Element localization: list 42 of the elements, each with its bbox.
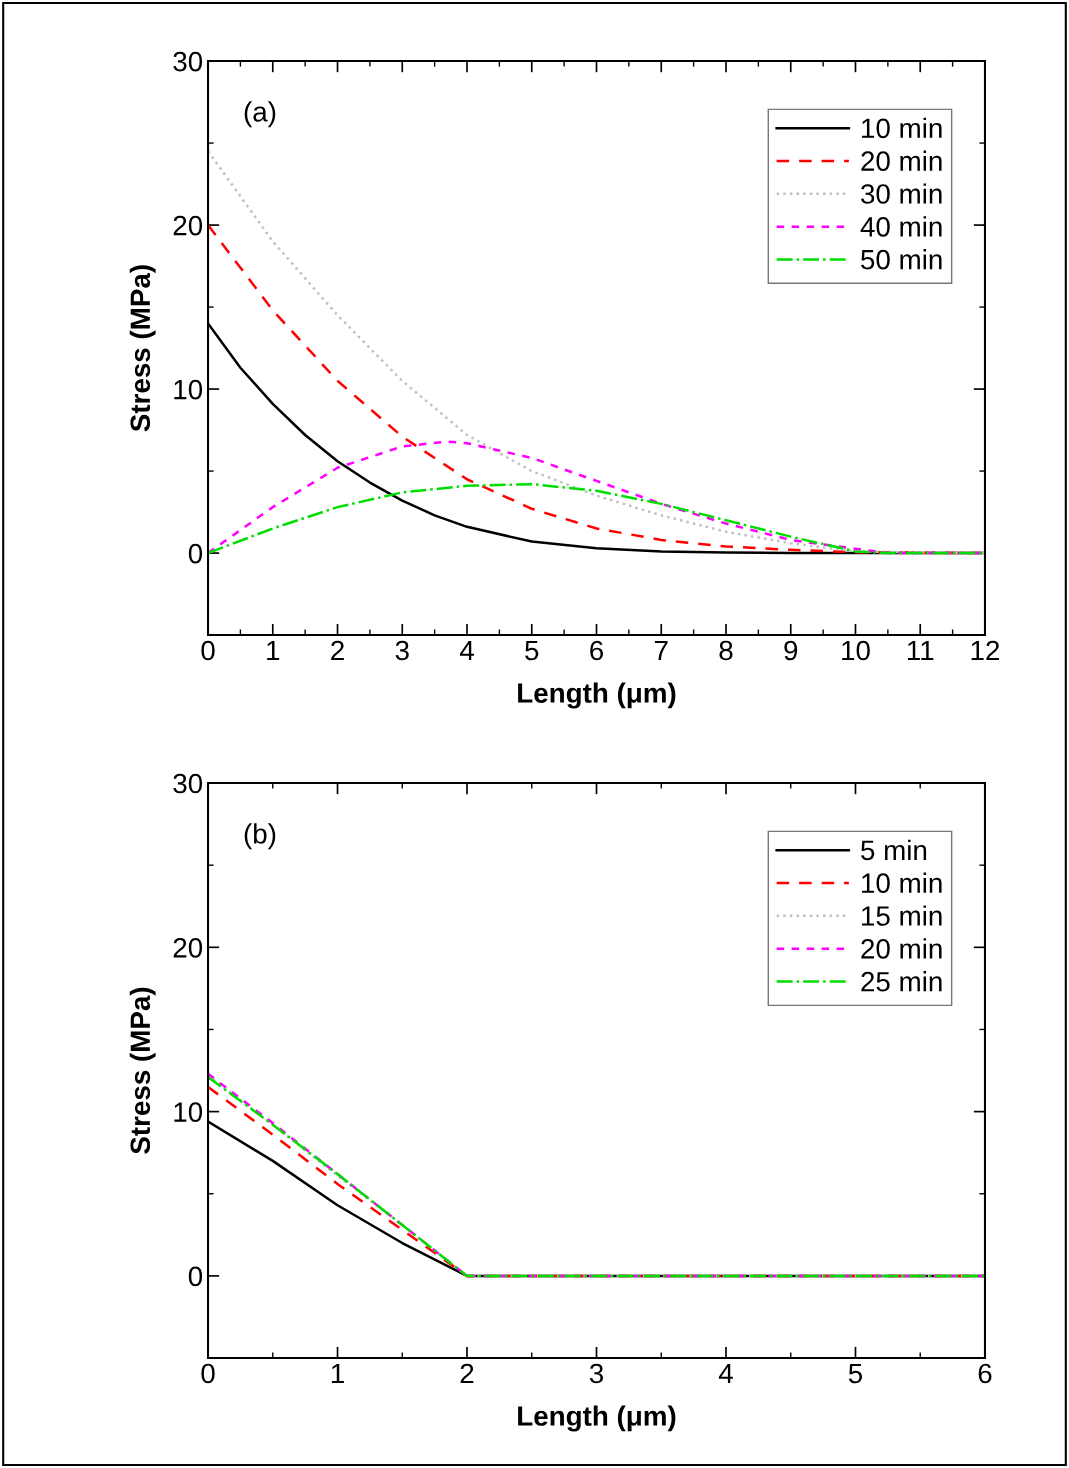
annotation: (a): [244, 101, 276, 128]
x-tick-label: 10: [842, 640, 870, 661]
annotation: (b): [244, 823, 276, 850]
y-axis-title: Stress (MPa): [129, 265, 156, 432]
x-tick-label: 4: [459, 640, 474, 661]
legend-label: 10 min: [862, 872, 942, 893]
x-tick-label: 3: [589, 1363, 604, 1384]
legend-label: 10 min: [862, 117, 942, 139]
legend-label: 25 min: [861, 971, 942, 992]
legend-label: 40 min: [860, 216, 942, 237]
x-tick-label: 7: [654, 640, 668, 661]
x-tick-label: 6: [978, 1363, 992, 1384]
legend-label: 15 min: [862, 905, 942, 926]
legend-label: 30 min: [861, 183, 942, 204]
x-tick-label: 9: [784, 640, 798, 661]
y-tick-label: 0: [188, 543, 203, 564]
y-tick-label: 0: [188, 1266, 203, 1287]
x-tick-label: 11: [907, 640, 934, 661]
y-tick-label: 20: [173, 937, 203, 958]
y-tick-label: 30: [173, 773, 203, 794]
x-tick-label: 8: [719, 640, 733, 661]
x-tick-label: 2: [331, 640, 344, 661]
legend-label: 5 min: [861, 839, 927, 861]
x-axis-title: Length (μm): [518, 682, 676, 709]
legend-label: 20 min: [861, 150, 942, 171]
x-axis-title: Length (μm): [518, 1405, 676, 1432]
y-axis-title: Stress (MPa): [129, 987, 156, 1154]
x-tick-label: 5: [525, 640, 539, 661]
y-tick-label: 20: [173, 215, 203, 236]
y-tick-label: 30: [173, 51, 203, 72]
x-tick-label: 3: [395, 640, 409, 661]
x-tick-label: 5: [848, 1363, 863, 1384]
x-tick-label: 2: [460, 1363, 474, 1384]
x-tick-label: 1: [267, 640, 280, 661]
y-tick-label: 10: [174, 379, 203, 400]
x-tick-label: 12: [971, 640, 1000, 661]
x-tick-label: 6: [590, 640, 604, 661]
legend-label: 50 min: [861, 249, 942, 270]
x-tick-label: 1: [331, 1363, 344, 1384]
y-tick-label: 10: [174, 1102, 203, 1122]
legend-label: 20 min: [861, 938, 942, 959]
x-tick-label: 4: [718, 1363, 733, 1384]
